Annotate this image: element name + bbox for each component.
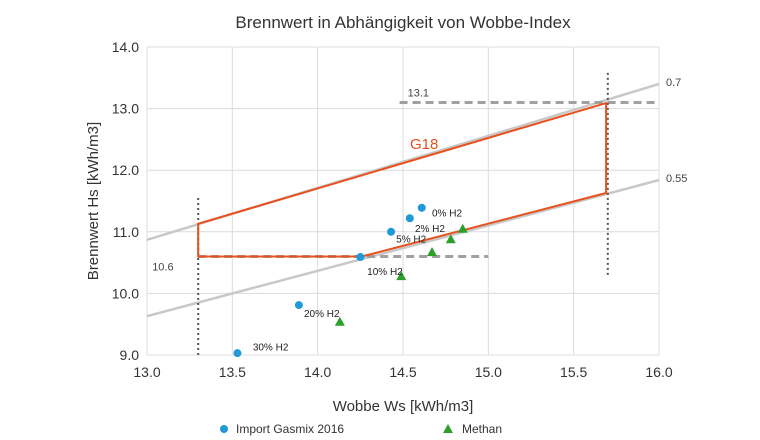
data-point-import-gasmix-2016	[417, 203, 426, 212]
x-tick-label: 13.0	[133, 364, 160, 380]
data-point-import-gasmix-2016	[233, 349, 242, 358]
reference-line-label: 0.7	[666, 77, 681, 89]
legend-label-import-gasmix: Import Gasmix 2016	[236, 422, 344, 436]
x-tick-label: 15.0	[475, 364, 502, 380]
data-point-methan	[396, 271, 407, 281]
g18-region	[197, 101, 608, 258]
reference-line-0.55	[146, 178, 660, 318]
x-axis-label: Wobbe Ws [kWh/m3]	[333, 398, 474, 415]
point-label: 0% H2	[432, 208, 462, 219]
g18-label: G18	[410, 136, 438, 153]
y-axis-label: Brennwert Hs [kWh/m3]	[85, 122, 102, 280]
legend-marker-import-gasmix	[220, 425, 228, 433]
data-point-import-gasmix-2016	[387, 227, 396, 236]
point-label: 10% H2	[367, 267, 403, 278]
x-tick-label: 14.5	[389, 364, 416, 380]
reference-line-label: 0.55	[666, 173, 687, 185]
x-tick-label: 15.5	[560, 364, 587, 380]
point-label: 2% H2	[415, 224, 445, 235]
y-tick-label: 9.0	[120, 347, 140, 363]
reference-line-label: 10.6	[152, 261, 173, 273]
legend-marker-methan	[443, 424, 453, 433]
chart-title: Brennwert in Abhängigkeit von Wobbe-Inde…	[235, 13, 571, 32]
point-label: 5% H2	[396, 234, 426, 245]
y-tick-label: 12.0	[112, 162, 139, 178]
data-point-methan	[334, 316, 345, 326]
data-point-methan	[427, 247, 438, 257]
y-tick-label: 14.0	[112, 39, 139, 55]
reference-line-label: 13.1	[408, 87, 429, 99]
data-point-import-gasmix-2016	[294, 301, 303, 310]
legend-label-methan: Methan	[462, 422, 502, 436]
data-point-import-gasmix-2016	[356, 253, 365, 262]
x-tick-label: 16.0	[645, 364, 672, 380]
y-tick-label: 11.0	[113, 224, 139, 240]
point-label: 30% H2	[253, 343, 289, 354]
data-point-import-gasmix-2016	[405, 214, 414, 223]
x-tick-label: 14.0	[304, 364, 331, 380]
legend: Import Gasmix 2016 Methan	[220, 422, 502, 436]
data-point-methan	[457, 223, 468, 233]
point-label: 20% H2	[304, 309, 340, 320]
x-tick-label: 13.5	[219, 364, 246, 380]
y-tick-label: 10.0	[112, 285, 139, 301]
y-tick-label: 13.0	[112, 101, 139, 117]
data-point-methan	[445, 234, 456, 244]
